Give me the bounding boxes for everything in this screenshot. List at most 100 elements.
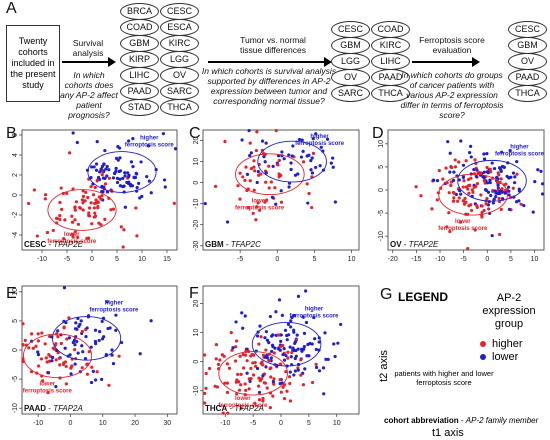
point-higher-expression — [459, 220, 463, 224]
cohort-pill-brca: BRCA — [120, 3, 159, 20]
x-tick-label: 5 — [115, 256, 119, 263]
point-higher-expression — [447, 211, 451, 215]
point-lower-expression — [100, 319, 104, 324]
point-higher-expression — [78, 206, 83, 210]
point-lower-expression — [289, 319, 293, 323]
point-lower-expression — [302, 344, 306, 349]
point-lower-expression — [482, 176, 486, 180]
plot-area-d: -20 -15 -10 -5 0 5 10 10 5 0 -5 -10 higher ferroptosi… — [378, 129, 545, 263]
point-higher-expression — [288, 381, 292, 386]
point-lower-expression — [270, 343, 275, 347]
legend-lower: lower — [480, 351, 518, 363]
point-lower-expression — [291, 144, 295, 148]
point-lower-expression — [123, 171, 127, 175]
point-higher-expression — [249, 366, 253, 370]
point-higher-expression — [90, 365, 94, 369]
point-lower-expression — [500, 150, 504, 154]
point-higher-expression — [85, 236, 89, 240]
point-higher-expression — [70, 220, 75, 224]
y-tick-label: -2 — [12, 212, 19, 218]
point-higher-expression — [84, 190, 88, 194]
point-lower-expression — [267, 341, 271, 345]
point-higher-expression — [43, 342, 47, 346]
x-tick-label: -5 — [461, 256, 467, 263]
y-tick-label: 0 — [12, 193, 19, 197]
point-lower-expression — [111, 176, 116, 180]
point-lower-expression — [503, 191, 507, 195]
x-tick-label: 10 — [531, 256, 539, 263]
point-higher-expression — [252, 353, 256, 357]
point-lower-expression — [307, 354, 311, 358]
point-lower-expression — [131, 165, 135, 169]
x-tick-label: 10 — [348, 256, 356, 263]
point-higher-expression — [282, 397, 287, 401]
point-higher-expression — [470, 188, 474, 192]
point-higher-expression — [272, 377, 276, 381]
point-lower-expression — [135, 185, 139, 190]
point-lower-expression — [290, 154, 294, 158]
point-higher-expression — [81, 201, 85, 205]
cohort-pill-lihc: LIHC — [371, 53, 410, 70]
point-lower-expression — [271, 379, 276, 384]
point-lower-expression — [81, 350, 85, 354]
point-lower-expression — [514, 200, 519, 204]
point-lower-expression — [264, 330, 269, 334]
y-tick-label: -30 — [193, 241, 200, 251]
point-higher-expression — [469, 176, 473, 180]
point-lower-expression — [280, 313, 284, 317]
point-higher-expression — [515, 172, 519, 176]
point-higher-expression — [466, 247, 470, 251]
point-higher-expression — [40, 331, 44, 335]
point-lower-expression — [461, 163, 466, 167]
point-higher-expression — [89, 185, 93, 189]
point-higher-expression — [449, 183, 453, 188]
point-higher-expression — [267, 186, 271, 190]
point-higher-expression — [218, 358, 222, 362]
point-higher-expression — [487, 207, 491, 211]
point-higher-expression — [265, 386, 269, 390]
point-higher-expression — [261, 363, 265, 367]
point-lower-expression — [314, 165, 318, 170]
point-lower-expression — [102, 162, 106, 166]
point-lower-expression — [89, 380, 94, 385]
higher-ferroptosis-label: higher ferroptosis score — [290, 306, 340, 319]
point-higher-expression — [273, 186, 277, 190]
point-higher-expression — [57, 356, 61, 360]
point-higher-expression — [299, 373, 303, 377]
point-higher-expression — [450, 165, 454, 170]
x-tick-label: 0 — [90, 256, 94, 263]
y-tick-label: 10 — [378, 140, 385, 148]
y-tick-label: -20 — [193, 220, 200, 230]
cohort-gene-label: PAAD - TFAP2A — [24, 404, 83, 413]
y-tick-label: 20 — [193, 299, 200, 307]
point-higher-expression — [272, 351, 276, 355]
point-higher-expression — [278, 378, 282, 382]
point-higher-expression — [485, 165, 489, 170]
point-lower-expression — [118, 156, 122, 160]
plot-frame — [202, 129, 360, 251]
x-tick-label: 15 — [163, 256, 171, 263]
point-lower-expression — [126, 139, 131, 143]
point-lower-expression — [506, 185, 511, 189]
point-higher-expression — [93, 185, 97, 190]
point-lower-expression — [129, 160, 134, 164]
cohort-pill-thca: THCA — [160, 99, 199, 116]
point-lower-expression — [106, 326, 110, 331]
point-lower-expression — [46, 371, 51, 375]
point-higher-expression — [248, 179, 252, 183]
point-lower-expression — [311, 137, 315, 141]
point-lower-expression — [279, 189, 283, 193]
point-higher-expression — [95, 370, 99, 374]
point-lower-expression — [339, 322, 343, 327]
point-lower-expression — [114, 166, 118, 170]
point-higher-expression — [230, 348, 234, 352]
point-higher-expression — [472, 185, 476, 189]
point-lower-expression — [149, 191, 153, 195]
point-lower-expression — [299, 155, 304, 159]
arrow-1 — [62, 57, 116, 67]
cohort-pill-cesc: CESC — [508, 21, 547, 38]
point-higher-expression — [271, 394, 275, 398]
point-higher-expression — [461, 185, 465, 189]
point-higher-expression — [269, 180, 273, 184]
cohort-pill-esca: ESCA — [160, 19, 199, 36]
